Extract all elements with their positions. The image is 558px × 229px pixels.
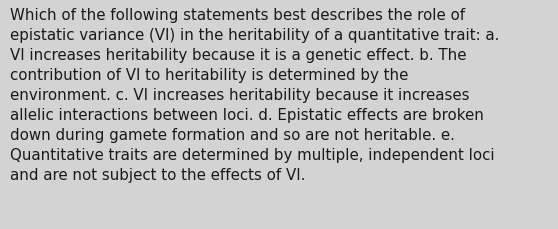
Text: Which of the following statements best describes the role of
epistatic variance : Which of the following statements best d…	[10, 8, 499, 183]
